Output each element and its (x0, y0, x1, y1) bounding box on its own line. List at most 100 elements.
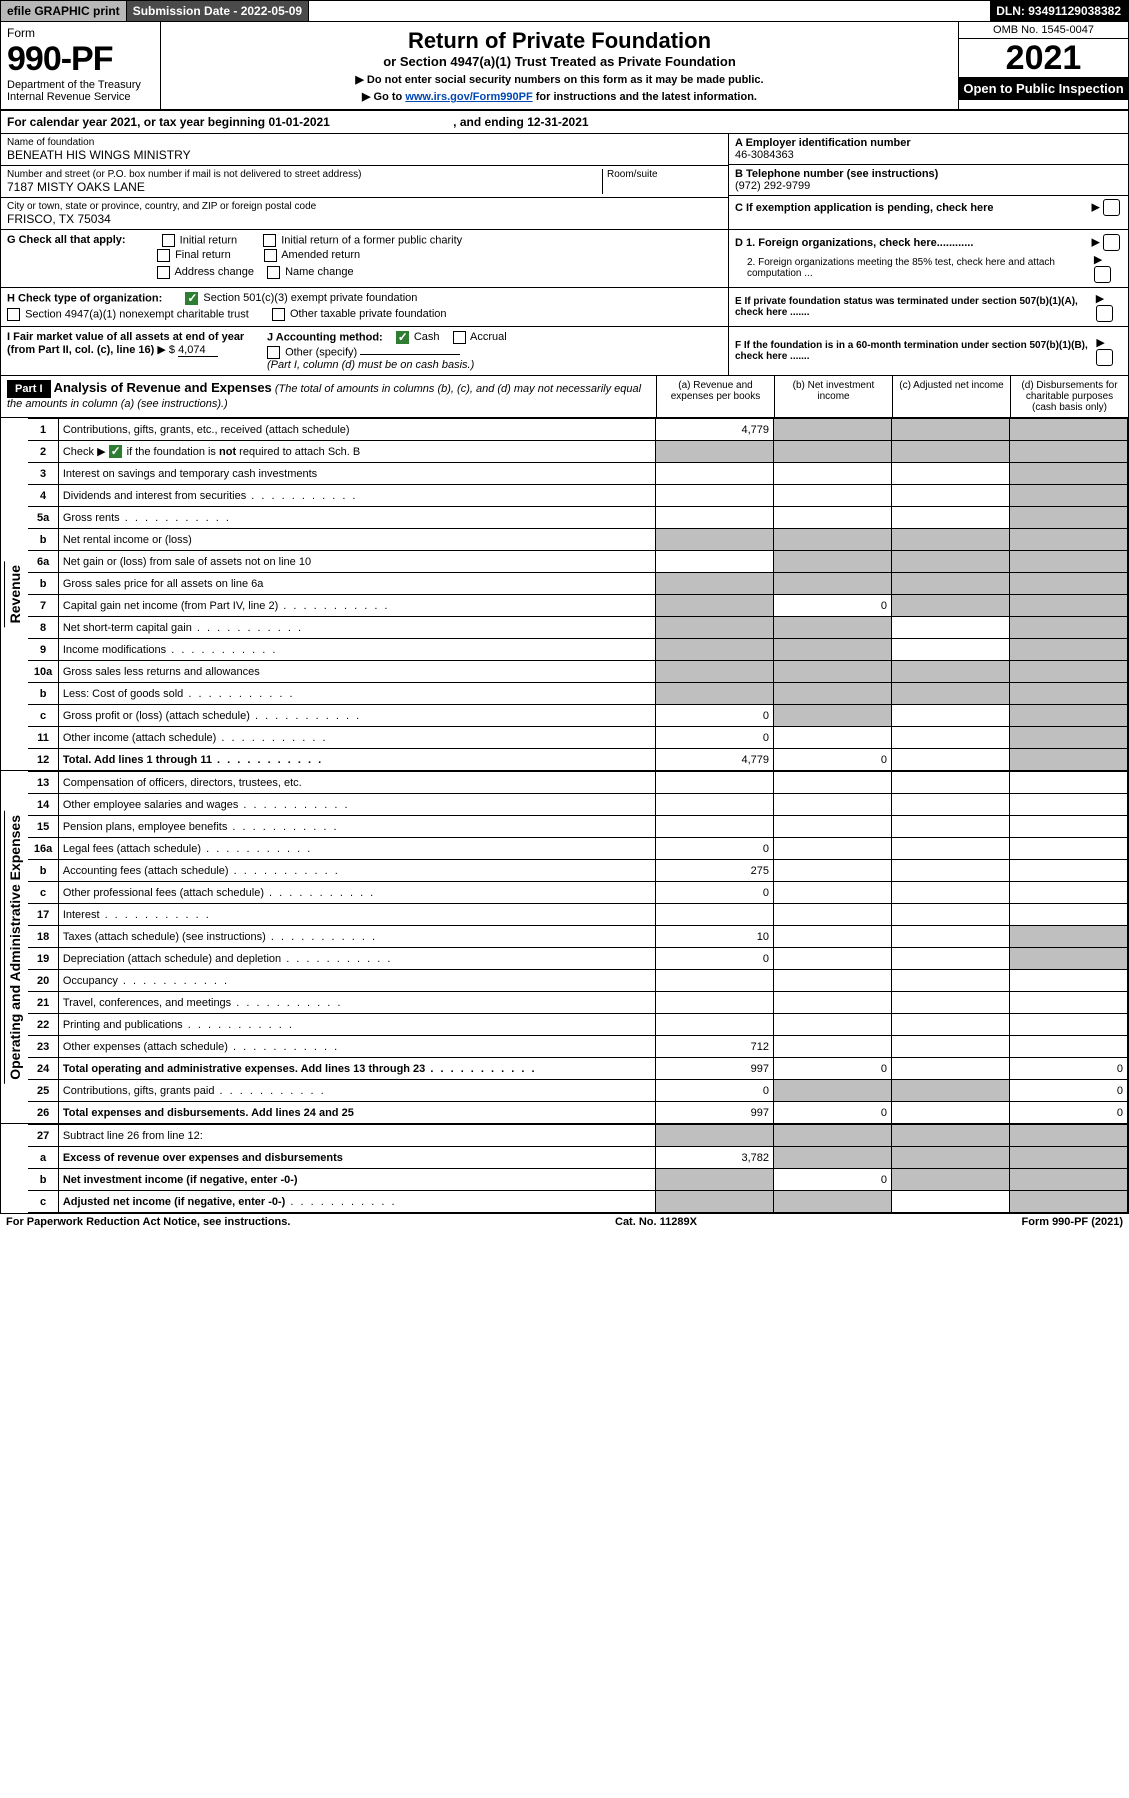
line-10c: cGross profit or (loss) (attach schedule… (28, 705, 1127, 727)
form-subtitle: or Section 4947(a)(1) Trust Treated as P… (167, 54, 952, 69)
room-label: Room/suite (607, 169, 722, 180)
revenue-table: 1Contributions, gifts, grants, etc., rec… (28, 418, 1128, 771)
line-8: 8Net short-term capital gain (28, 617, 1127, 639)
form-header: Form 990-PF Department of the Treasury I… (1, 22, 1128, 111)
col-a-header: (a) Revenue and expenses per books (656, 376, 774, 417)
expenses-table: 13Compensation of officers, directors, t… (28, 771, 1128, 1124)
line-27b: bNet investment income (if negative, ent… (28, 1169, 1127, 1191)
j-cash-checkbox[interactable] (396, 331, 409, 344)
efile-label: efile GRAPHIC print (1, 1, 127, 21)
c-checkbox[interactable] (1103, 199, 1120, 216)
j-label: J Accounting method: (267, 331, 383, 343)
col-c-header: (c) Adjusted net income (892, 376, 1010, 417)
ein-label: A Employer identification number (735, 137, 1122, 149)
line-14: 14Other employee salaries and wages (28, 794, 1127, 816)
c-label: C If exemption application is pending, c… (735, 202, 994, 214)
line-13: 13Compensation of officers, directors, t… (28, 772, 1127, 794)
j-accrual-checkbox[interactable] (453, 331, 466, 344)
f-checkbox[interactable] (1096, 349, 1113, 366)
h-other-checkbox[interactable] (272, 308, 285, 321)
omb-number: OMB No. 1545-0047 (959, 22, 1128, 39)
part1-badge: Part I (7, 380, 51, 398)
g-initial-former-checkbox[interactable] (263, 234, 276, 247)
line-18: 18Taxes (attach schedule) (see instructi… (28, 926, 1127, 948)
line-7: 7Capital gain net income (from Part IV, … (28, 595, 1127, 617)
submission-date: Submission Date - 2022-05-09 (127, 1, 309, 21)
phone-label: B Telephone number (see instructions) (735, 168, 1122, 180)
line-23: 23Other expenses (attach schedule)712 (28, 1036, 1127, 1058)
addr-label: Number and street (or P.O. box number if… (7, 169, 602, 180)
instructions-link[interactable]: www.irs.gov/Form990PF (405, 91, 532, 103)
line-6b: bGross sales price for all assets on lin… (28, 573, 1127, 595)
e-label: E If private foundation status was termi… (735, 296, 1096, 318)
line-27: 27Subtract line 26 from line 12: (28, 1125, 1127, 1147)
part1-header: Part I Analysis of Revenue and Expenses … (1, 375, 1128, 418)
schb-checkbox[interactable] (109, 445, 122, 458)
g-final-checkbox[interactable] (157, 249, 170, 262)
city-label: City or town, state or province, country… (7, 201, 722, 212)
top-bar: efile GRAPHIC print Submission Date - 20… (1, 1, 1128, 22)
g-initial-checkbox[interactable] (162, 234, 175, 247)
line-22: 22Printing and publications (28, 1014, 1127, 1036)
ein-value: 46-3084363 (735, 149, 1122, 161)
line-25: 25Contributions, gifts, grants paid00 (28, 1080, 1127, 1102)
footer-left: For Paperwork Reduction Act Notice, see … (6, 1216, 290, 1228)
note-ssn: ▶ Do not enter social security numbers o… (167, 73, 952, 86)
open-inspection: Open to Public Inspection (959, 77, 1128, 100)
line-5b: bNet rental income or (loss) (28, 529, 1127, 551)
g-amended-checkbox[interactable] (264, 249, 277, 262)
tax-year: 2021 (959, 39, 1128, 77)
j-note: (Part I, column (d) must be on cash basi… (267, 359, 507, 371)
g-label: G Check all that apply: (7, 234, 126, 246)
h-501c3-checkbox[interactable] (185, 292, 198, 305)
dept-label: Department of the Treasury (7, 79, 154, 91)
footer-right: Form 990-PF (2021) (1022, 1216, 1124, 1228)
line-21: 21Travel, conferences, and meetings (28, 992, 1127, 1014)
col-d-header: (d) Disbursements for charitable purpose… (1010, 376, 1128, 417)
line-4: 4Dividends and interest from securities (28, 485, 1127, 507)
line-26: 26Total expenses and disbursements. Add … (28, 1102, 1127, 1124)
line-5a: 5aGross rents (28, 507, 1127, 529)
line-1: 1Contributions, gifts, grants, etc., rec… (28, 419, 1127, 441)
line-16c: cOther professional fees (attach schedul… (28, 882, 1127, 904)
name-label: Name of foundation (7, 137, 722, 148)
h-4947-checkbox[interactable] (7, 308, 20, 321)
line-10a: 10aGross sales less returns and allowanc… (28, 661, 1127, 683)
form-number: 990-PF (7, 40, 154, 79)
line-10b: bLess: Cost of goods sold (28, 683, 1127, 705)
line-9: 9Income modifications (28, 639, 1127, 661)
irs-label: Internal Revenue Service (7, 91, 154, 103)
address: 7187 MISTY OAKS LANE (7, 180, 602, 194)
form-title: Return of Private Foundation (167, 28, 952, 54)
foundation-name: BENEATH HIS WINGS MINISTRY (7, 148, 722, 162)
d1-label: D 1. Foreign organizations, check here..… (735, 237, 973, 249)
line-27c: cAdjusted net income (if negative, enter… (28, 1191, 1127, 1213)
h-label: H Check type of organization: (7, 292, 162, 304)
f-label: F If the foundation is in a 60-month ter… (735, 340, 1096, 362)
expenses-side-label: Operating and Administrative Expenses (4, 811, 25, 1084)
subtract-table: 27Subtract line 26 from line 12: aExcess… (28, 1124, 1128, 1213)
page-footer: For Paperwork Reduction Act Notice, see … (0, 1214, 1129, 1230)
line-2: 2Check ▶ if the foundation is not requir… (28, 441, 1127, 463)
note-link-row: ▶ Go to www.irs.gov/Form990PF for instru… (167, 90, 952, 103)
line-6a: 6aNet gain or (loss) from sale of assets… (28, 551, 1127, 573)
d2-label: 2. Foreign organizations meeting the 85%… (735, 257, 1094, 279)
revenue-side-label: Revenue (4, 561, 25, 627)
line-20: 20Occupancy (28, 970, 1127, 992)
g-address-checkbox[interactable] (157, 266, 170, 279)
j-other-checkbox[interactable] (267, 346, 280, 359)
line-17: 17Interest (28, 904, 1127, 926)
col-b-header: (b) Net investment income (774, 376, 892, 417)
line-11: 11Other income (attach schedule)0 (28, 727, 1127, 749)
d2-checkbox[interactable] (1094, 266, 1111, 283)
e-checkbox[interactable] (1096, 305, 1113, 322)
i-value: 4,074 (178, 344, 218, 357)
entity-info: Name of foundation BENEATH HIS WINGS MIN… (1, 134, 1128, 230)
city-state-zip: FRISCO, TX 75034 (7, 212, 722, 226)
line-16a: 16aLegal fees (attach schedule)0 (28, 838, 1127, 860)
dln-label: DLN: 93491129038382 (990, 1, 1128, 21)
d1-checkbox[interactable] (1103, 234, 1120, 251)
line-15: 15Pension plans, employee benefits (28, 816, 1127, 838)
calendar-year-row: For calendar year 2021, or tax year begi… (1, 111, 1128, 134)
g-name-checkbox[interactable] (267, 266, 280, 279)
